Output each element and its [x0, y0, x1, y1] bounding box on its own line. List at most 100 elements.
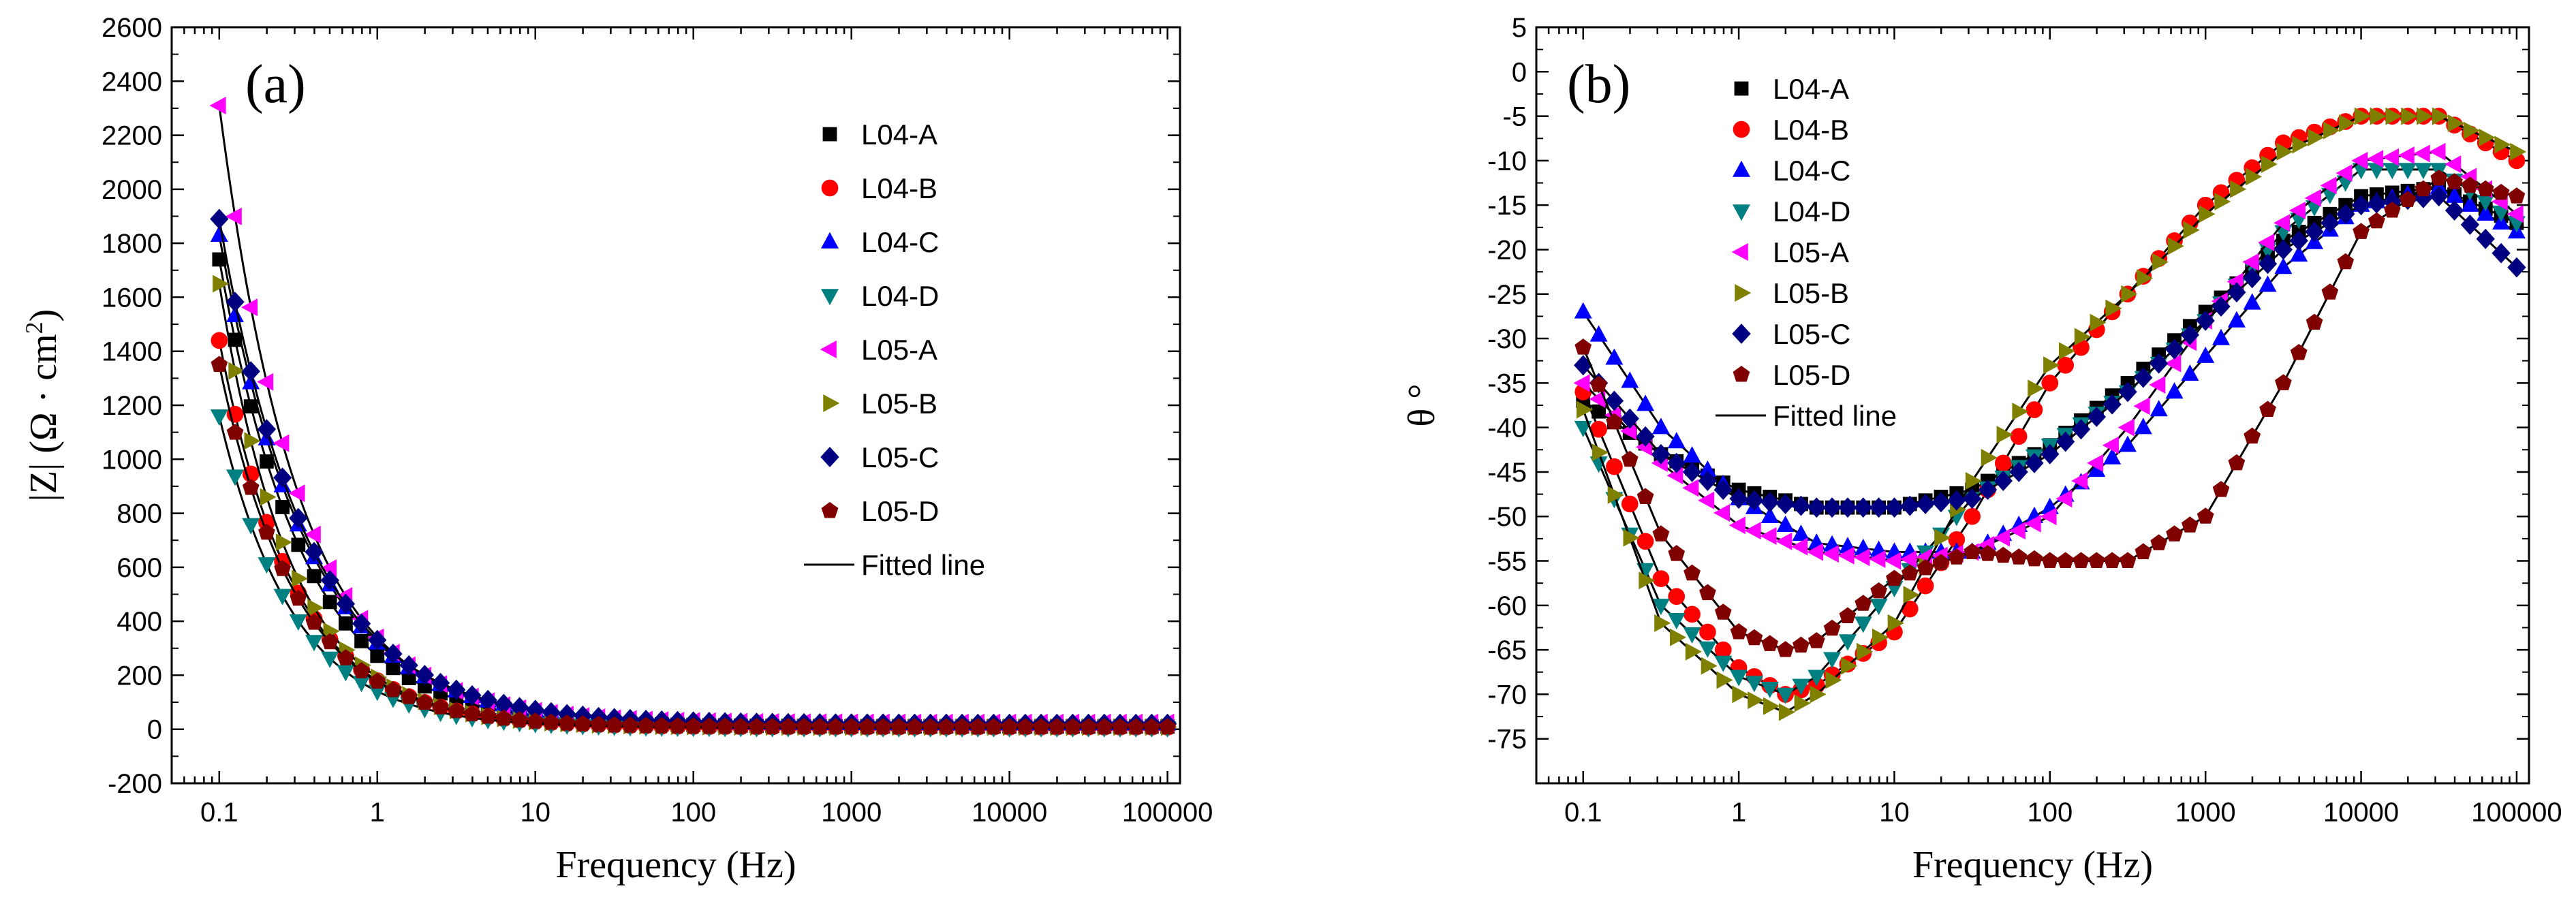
data-point-L05-C	[368, 629, 387, 650]
x-tick-label: 1000	[821, 798, 882, 828]
data-point-L05-B	[2401, 107, 2418, 125]
data-point-L05-A	[288, 484, 305, 503]
data-point-L05-D	[369, 672, 386, 689]
data-point-L05-B	[260, 488, 277, 506]
data-point-L05-D	[606, 716, 623, 733]
data-point-L05-C	[399, 655, 418, 676]
y-tick-label: -10	[1487, 146, 1527, 176]
data-point-L05-D	[1839, 607, 1857, 623]
x-tick-label: 1000	[2175, 798, 2236, 828]
data-point-L05-C	[289, 507, 308, 529]
y-axis-title: |Z| (Ω · cm2)	[20, 309, 65, 502]
data-point-L04-B	[242, 465, 260, 483]
data-point-L05-A	[225, 207, 242, 225]
y-tick-label: 400	[117, 607, 162, 637]
legend-marker-L04-A	[1734, 81, 1749, 96]
data-point-L04-A	[354, 633, 369, 648]
data-point-L04-D	[368, 685, 386, 702]
data-point-L04-B	[1668, 588, 1686, 606]
data-point-L05-C	[226, 292, 245, 313]
data-point-L05-D	[2492, 183, 2510, 200]
data-point-L05-D	[337, 649, 354, 665]
data-point-L04-C	[2274, 257, 2293, 274]
data-point-L05-C	[273, 467, 292, 488]
data-point-L05-D	[2290, 344, 2308, 360]
data-point-L05-D	[511, 711, 528, 727]
data-point-L05-D	[1777, 641, 1794, 657]
data-point-L05-D	[1823, 619, 1841, 636]
data-point-L05-C	[1884, 497, 1904, 518]
data-point-L04-D	[321, 651, 339, 668]
data-point-L05-A	[2024, 514, 2041, 533]
data-point-L05-D	[700, 717, 718, 734]
legend-label-fitted-line: Fitted line	[1773, 400, 1897, 432]
data-point-L05-D	[1917, 559, 1934, 576]
data-point-L05-C	[210, 208, 229, 230]
x-axis-title: Frequency (Hz)	[556, 844, 796, 886]
data-point-L05-A	[1744, 522, 1761, 540]
data-point-L04-D	[2368, 163, 2386, 180]
data-point-L05-C	[2351, 195, 2371, 216]
data-point-L05-D	[2399, 191, 2417, 207]
legend-label-L05-A: L05-A	[1773, 236, 1849, 268]
legend-label-L04-C: L04-C	[861, 226, 939, 258]
data-point-L04-B	[1994, 454, 2012, 472]
legend-label-L05-D: L05-D	[1773, 359, 1850, 391]
data-point-L05-B	[1857, 642, 1874, 661]
y-tick-label: -15	[1487, 191, 1527, 221]
data-point-L04-A	[260, 454, 274, 469]
data-point-L05-D	[2275, 374, 2292, 390]
data-point-L05-D	[2212, 481, 2230, 497]
data-point-L05-D	[1606, 413, 1623, 430]
data-point-L05-C	[1745, 490, 1764, 511]
data-point-L05-B	[1794, 694, 1811, 712]
series-L05-D	[1574, 170, 2526, 657]
data-point-L05-A	[1775, 532, 1793, 550]
legend-marker-L04-A	[822, 127, 837, 142]
data-point-L05-D	[2508, 187, 2526, 204]
data-point-L04-C	[1792, 524, 1810, 541]
series-L05-D	[211, 356, 1176, 735]
data-point-L04-D	[1839, 634, 1857, 651]
data-point-L05-D	[2337, 253, 2355, 270]
data-point-L04-B	[1590, 420, 1607, 438]
data-point-L05-A	[1884, 552, 1902, 570]
data-point-L04-D	[226, 469, 244, 486]
data-point-L04-D	[289, 614, 307, 631]
data-point-L05-D	[258, 523, 275, 540]
data-point-L04-C	[2430, 177, 2448, 194]
data-point-L05-D	[2415, 180, 2432, 197]
data-point-L05-A	[2242, 253, 2259, 271]
legend-marker-L05-D	[821, 502, 839, 518]
data-point-L05-C	[2274, 239, 2293, 260]
data-point-L05-C	[2460, 215, 2480, 235]
data-point-L05-D	[226, 424, 244, 440]
data-point-L05-B	[1732, 685, 1749, 704]
data-point-L05-C	[2476, 228, 2495, 249]
data-point-L05-D	[2073, 552, 2090, 568]
legend-marker-L05-C	[1732, 324, 1751, 344]
y-tick-label: 1600	[102, 283, 162, 313]
data-point-L05-B	[1639, 571, 1656, 590]
data-point-L04-C	[2227, 311, 2246, 328]
data-point-L05-A	[2413, 144, 2430, 163]
y-tick-label: 1800	[102, 229, 162, 259]
fitted-line-L04-C	[218, 235, 1168, 725]
legend: L04-A L04-B L04-C L04-D L05-A L05-B L05-C L05-D…	[1716, 73, 1897, 432]
data-point-L05-D	[1714, 603, 1732, 620]
data-point-L05-D	[779, 718, 797, 734]
y-tick-label: 1200	[102, 391, 162, 421]
x-tick-label: 100	[670, 798, 716, 828]
data-point-L05-C	[2164, 339, 2184, 360]
data-point-L04-D	[1807, 670, 1826, 687]
data-point-L04-D	[1589, 456, 1608, 473]
data-point-L05-A	[2351, 151, 2368, 170]
data-point-L05-A	[240, 298, 258, 317]
y-tick-label: 600	[117, 553, 162, 583]
data-point-L05-D	[1995, 546, 2012, 563]
data-point-L04-C	[2181, 364, 2199, 381]
data-point-L05-D	[353, 662, 370, 678]
data-point-L05-B	[2105, 299, 2122, 317]
data-point-L05-A	[2258, 234, 2275, 251]
